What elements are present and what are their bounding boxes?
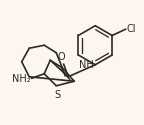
Text: NH: NH: [79, 60, 94, 70]
Text: NH₂: NH₂: [12, 74, 31, 84]
Text: O: O: [58, 52, 65, 62]
Text: Cl: Cl: [127, 24, 136, 34]
Text: S: S: [54, 90, 60, 100]
